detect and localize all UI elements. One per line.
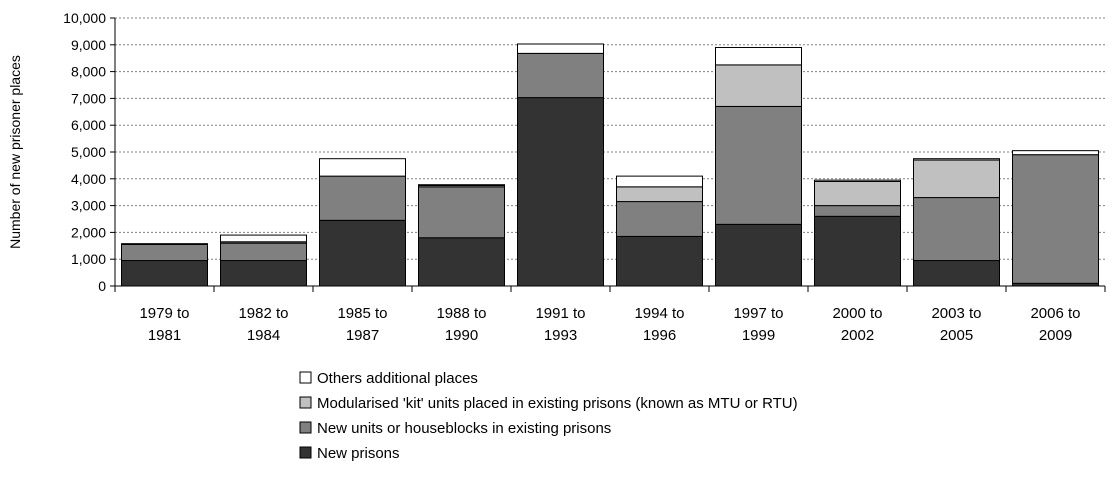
legend: Others additional places Modularised 'kit… [299,370,798,462]
x-tick-label: 2006 to 2009 [1030,305,1080,344]
bar-segment [814,205,901,217]
bar-segment [913,197,1000,262]
x-tick-label: 1997 to 1999 [733,305,783,344]
bar-segment [715,223,802,287]
bar-segment [121,260,208,287]
x-tick-label: 1994 to 1996 [634,305,684,344]
bar-segment [616,201,703,237]
y-tick-label: 8,000 [71,64,106,80]
legend-swatch [299,396,312,409]
bar-segment [418,186,505,239]
bar-segment [814,180,901,207]
bar-segment [418,184,505,186]
bar-segment [517,43,604,54]
y-tick-label: 6,000 [71,117,106,133]
y-tick-label: 10,000 [63,10,106,26]
bar-segment [220,234,307,243]
x-tick-label: 2000 to 2002 [832,305,882,344]
bars [121,43,1099,287]
bar-segment [220,260,307,287]
bar-segment [913,260,1000,287]
bar-segment [1012,154,1099,284]
axes: 0 1,000 2,000 3,000 4,000 5,000 6,000 7,000 8,00… [63,10,1106,344]
bar-segment [319,158,406,177]
y-tick-label: 5,000 [71,144,106,160]
bar-segment [616,175,703,188]
bar-segment [517,52,604,99]
x-tick-label: 1979 to 1981 [139,305,189,344]
y-tick-label: 4,000 [71,171,106,187]
x-tick-label: 1985 to 1987 [337,305,387,344]
legend-swatch [299,371,312,384]
x-tick-label: 1982 to 1984 [238,305,288,344]
bar-segment [121,243,208,262]
bar-segment [319,175,406,221]
bar-segment [913,158,1000,161]
legend-swatch [299,421,312,434]
bar-segment [814,179,901,182]
legend-label: Others additional places [317,370,478,387]
legend-label: New units or houseblocks in existing pri… [317,420,611,437]
bar-segment [715,46,802,66]
bar-segment [517,97,604,287]
bar-segment [418,237,505,287]
bar-segment [913,159,1000,199]
x-tick-label: 1988 to 1990 [436,305,486,344]
bar-segment [616,186,703,203]
y-axis-title: Number of new prisoner places [7,55,23,249]
bar-segment [814,215,901,287]
bar-segment [220,242,307,262]
x-tick-label: 2003 to 2005 [931,305,981,344]
bar-segment [715,105,802,225]
legend-label: New prisons [317,445,400,462]
bar-segment [1012,150,1099,156]
y-tick-label: 1,000 [71,251,106,267]
bar-segment [715,64,802,107]
y-tick-label: 9,000 [71,37,106,53]
bar-segment [616,235,703,287]
y-tick-label: 7,000 [71,90,106,106]
y-tick-label: 0 [98,278,106,294]
legend-label: Modularised 'kit' units placed in existi… [317,395,798,412]
y-tick-label: 3,000 [71,198,106,214]
bar-segment [121,243,208,245]
x-tick-label: 1991 to 1993 [535,305,585,344]
bar-segment [319,219,406,287]
legend-swatch [299,446,312,459]
y-tick-label: 2,000 [71,224,106,240]
